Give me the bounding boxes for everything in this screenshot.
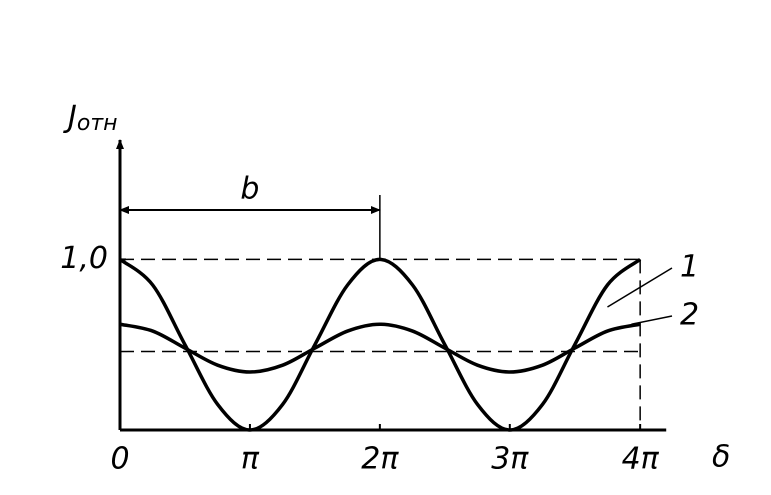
y-axis-label-main: J (63, 100, 77, 135)
y-axis-label: Jотн (63, 100, 118, 137)
span-label: b (240, 172, 259, 207)
x-tick-label: 4π (622, 442, 660, 477)
legend-label: 2 (680, 298, 699, 333)
series-line (118, 257, 642, 432)
legend-leader (631, 315, 673, 325)
y-tick-label: 1,0 (60, 241, 108, 276)
x-tick-label: π (241, 442, 260, 477)
x-tick-label: 2π (361, 442, 399, 477)
x-tick-label: 0 (110, 442, 129, 477)
y-axis-label-sub: отн (77, 111, 118, 136)
legend-label: 1 (680, 250, 699, 285)
series-line (119, 322, 641, 374)
x-tick-label: 3π (491, 442, 529, 477)
legend-leader (607, 267, 673, 308)
x-axis-label: δ (712, 440, 730, 475)
